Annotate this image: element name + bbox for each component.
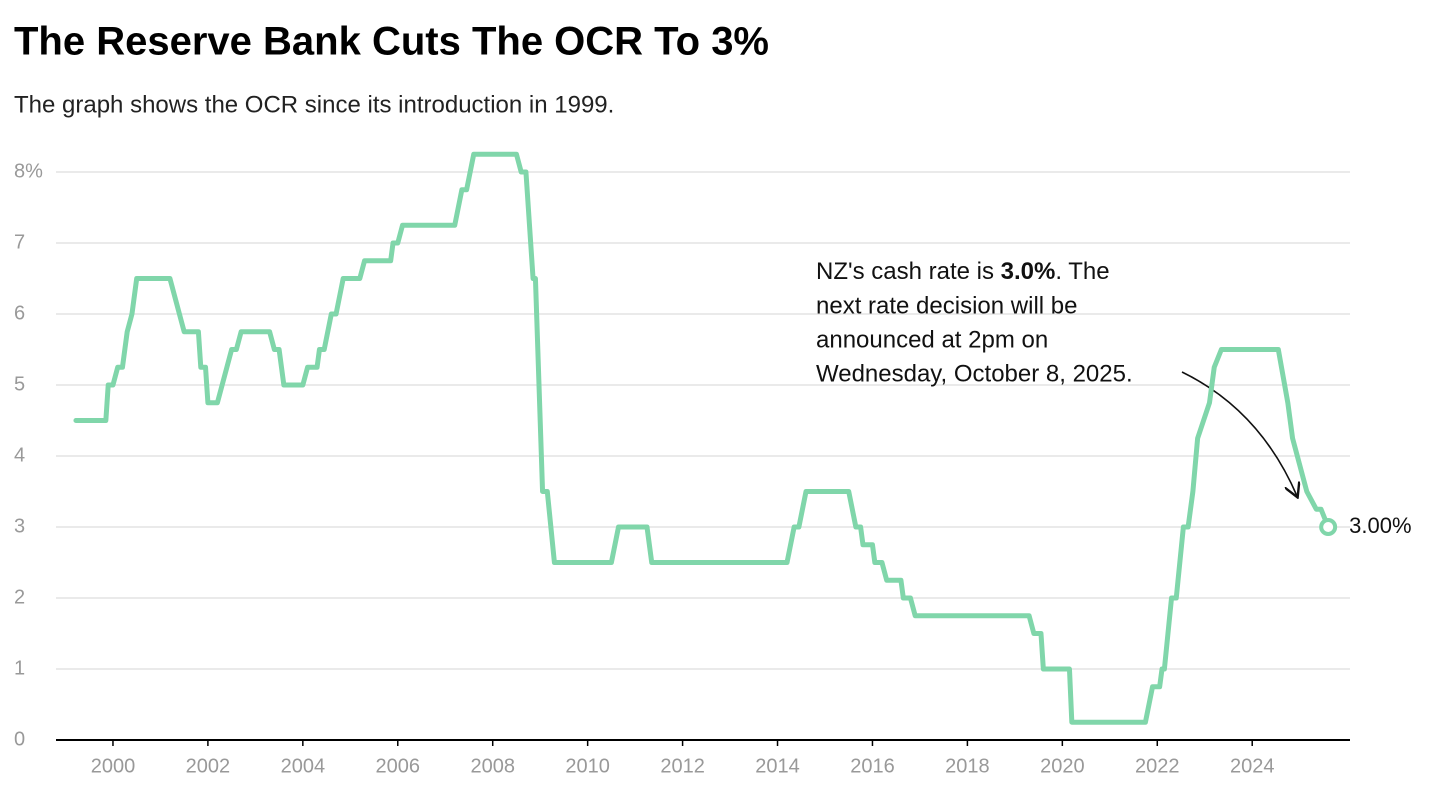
x-tick-label: 2000 [91, 755, 136, 777]
y-tick-label: 7 [14, 231, 25, 253]
data-line [73, 151, 1331, 725]
annotation-text: NZ's cash rate is [816, 258, 1001, 285]
x-tick-label: 2002 [186, 755, 231, 777]
annotation-text: . The [1055, 258, 1109, 285]
x-tick-label: 2010 [565, 755, 610, 777]
annotation-text: announced at 2pm on [816, 326, 1048, 353]
y-tick-label: 6 [14, 302, 25, 324]
annotation-arrow [1181, 371, 1297, 496]
end-point [1319, 518, 1338, 536]
chart-title: The Reserve Bank Cuts The OCR To 3% [14, 20, 769, 64]
x-tick-label: 2018 [945, 755, 990, 777]
x-tick-label: 2014 [755, 755, 800, 777]
x-tick-label: 2022 [1135, 755, 1180, 777]
grid [56, 171, 1350, 746]
y-tick-label: 8% [14, 160, 43, 182]
y-tick-label: 4 [14, 444, 25, 466]
x-tick-label: 2006 [376, 755, 421, 777]
x-tick-label: 2008 [470, 755, 515, 777]
x-tick-label: 2020 [1040, 755, 1085, 777]
annotation: NZ's cash rate is 3.0%. The [816, 258, 1110, 285]
x-tick-label: 2004 [281, 755, 326, 777]
chart-subtitle: The graph shows the OCR since its introd… [14, 91, 614, 118]
annotation-highlight: 3.0% [1001, 258, 1056, 285]
annotation-text: next rate decision will be [816, 292, 1077, 319]
y-tick-label: 0 [14, 728, 25, 750]
y-tick-label: 1 [14, 657, 25, 679]
x-tick-label: 2012 [660, 755, 705, 777]
x-tick-label: 2024 [1230, 755, 1275, 777]
end-label: 3.00% [1349, 513, 1411, 538]
y-tick-label: 2 [14, 586, 25, 608]
x-tick-label: 2016 [850, 755, 895, 777]
annotation-text: Wednesday, October 8, 2025. [816, 360, 1133, 387]
y-tick-label: 5 [14, 373, 25, 395]
y-tick-label: 3 [14, 515, 25, 537]
